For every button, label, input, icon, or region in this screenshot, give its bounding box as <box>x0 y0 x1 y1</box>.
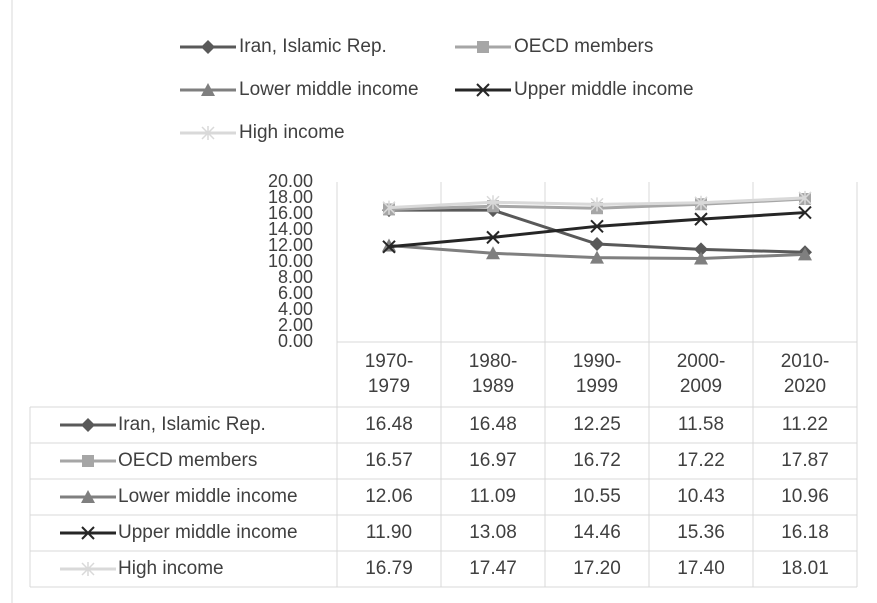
legend-label: OECD members <box>514 36 653 57</box>
row-label: Lower middle income <box>118 486 298 507</box>
legend-marker <box>477 41 489 53</box>
table-value: 16.79 <box>365 558 413 579</box>
table-value: 15.36 <box>677 522 725 543</box>
row-label: Iran, Islamic Rep. <box>118 414 266 435</box>
table-value: 16.97 <box>469 450 517 471</box>
marker <box>486 195 500 210</box>
x-tick-label: 2010-2020 <box>780 351 830 397</box>
y-tick-label: 4.00 <box>278 299 313 319</box>
table-value: 10.43 <box>677 486 725 507</box>
table-value: 11.58 <box>678 414 724 435</box>
table-value: 11.90 <box>366 522 412 543</box>
legend-marker <box>476 83 490 97</box>
y-tick-label: 2.00 <box>278 315 313 335</box>
table-value: 17.47 <box>469 558 517 579</box>
legend-marker <box>201 83 215 96</box>
legend-marker <box>81 490 95 503</box>
y-tick-label: 20.00 <box>268 171 313 191</box>
row-label: High income <box>118 558 224 579</box>
y-tick-label: 10.00 <box>268 251 313 271</box>
table-value: 11.22 <box>782 414 828 435</box>
marker <box>382 238 396 252</box>
legend-marker <box>81 418 95 432</box>
legend-marker <box>82 455 94 467</box>
table-value: 12.25 <box>573 414 621 435</box>
table-value: 17.22 <box>677 450 725 471</box>
marker <box>590 219 604 234</box>
marker <box>486 246 500 260</box>
y-tick-label: 0.00 <box>278 331 313 351</box>
x-tick-label: 2000-2009 <box>676 351 726 397</box>
x-tick-label: 1990-1999 <box>572 351 622 397</box>
legend-label: Upper middle income <box>514 79 694 100</box>
table-value: 17.87 <box>781 450 829 471</box>
x-tick-label: 1980-1989 <box>468 351 518 397</box>
legend-label: High income <box>239 122 345 143</box>
table-value: 13.08 <box>469 522 517 543</box>
table-value: 14.46 <box>573 522 621 543</box>
table-value: 16.18 <box>781 522 829 543</box>
legend-marker <box>81 526 95 540</box>
marker <box>590 237 604 251</box>
marker <box>382 240 396 254</box>
table-value: 17.20 <box>573 558 621 579</box>
marker <box>694 242 708 257</box>
legend-label: Lower middle income <box>239 79 419 100</box>
legend-marker <box>201 126 215 140</box>
table-value: 16.57 <box>365 450 413 471</box>
x-tick-label: 1970-1979 <box>364 351 414 397</box>
marker <box>694 251 708 265</box>
marker <box>798 190 812 205</box>
y-tick-label: 8.00 <box>278 267 313 287</box>
marker <box>798 205 812 220</box>
table-value: 16.48 <box>469 414 517 435</box>
table-value: 11.09 <box>470 486 516 507</box>
y-tick-label: 12.00 <box>268 235 313 255</box>
marker <box>382 200 396 215</box>
y-tick-label: 6.00 <box>278 283 313 303</box>
marker <box>798 247 812 261</box>
table-value: 18.01 <box>781 558 829 579</box>
table-value: 16.72 <box>573 450 621 471</box>
legend-marker <box>81 562 95 576</box>
marker <box>694 195 708 210</box>
table-value: 10.96 <box>781 486 829 507</box>
legend-label: Iran, Islamic Rep. <box>239 36 387 57</box>
y-tick-label: 16.00 <box>268 203 313 223</box>
marker <box>590 250 604 264</box>
table-value: 10.55 <box>573 486 621 507</box>
marker <box>694 212 708 226</box>
y-tick-label: 14.00 <box>268 219 313 239</box>
table-value: 12.06 <box>365 486 413 507</box>
marker <box>486 230 500 245</box>
table-value: 16.48 <box>365 414 413 435</box>
y-tick-label: 18.00 <box>268 187 313 207</box>
row-label: OECD members <box>118 450 257 471</box>
table-value: 17.40 <box>677 558 725 579</box>
row-label: Upper middle income <box>118 522 298 543</box>
legend-marker <box>201 40 215 54</box>
marker <box>590 197 604 212</box>
